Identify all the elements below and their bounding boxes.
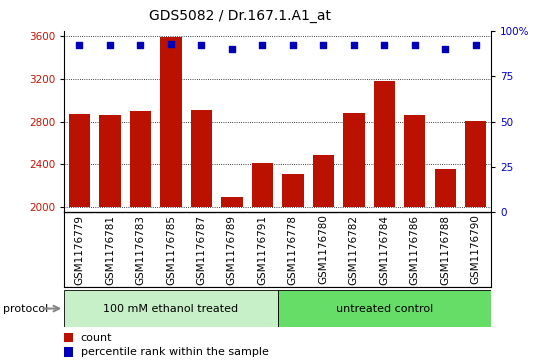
Bar xyxy=(252,163,273,207)
Text: GSM1176784: GSM1176784 xyxy=(379,215,389,285)
Text: untreated control: untreated control xyxy=(336,303,433,314)
Text: GDS5082 / Dr.167.1.A1_at: GDS5082 / Dr.167.1.A1_at xyxy=(149,9,331,23)
Bar xyxy=(160,37,181,207)
Bar xyxy=(99,115,121,207)
Bar xyxy=(343,113,364,207)
Bar xyxy=(435,168,456,207)
Point xyxy=(288,42,297,48)
Bar xyxy=(282,174,304,207)
Bar xyxy=(374,81,395,207)
Point xyxy=(380,42,389,48)
Point xyxy=(441,46,450,52)
Text: protocol: protocol xyxy=(3,303,48,314)
Point xyxy=(258,42,267,48)
Text: GSM1176779: GSM1176779 xyxy=(74,215,84,285)
Text: 100 mM ethanol treated: 100 mM ethanol treated xyxy=(103,303,238,314)
Bar xyxy=(404,115,426,207)
Point xyxy=(166,41,175,46)
Bar xyxy=(69,114,90,207)
Bar xyxy=(64,347,73,357)
Bar xyxy=(129,111,151,207)
Text: GSM1176785: GSM1176785 xyxy=(166,215,176,285)
Point xyxy=(319,42,328,48)
Bar xyxy=(221,197,243,207)
Text: GSM1176781: GSM1176781 xyxy=(105,215,115,285)
Text: GSM1176786: GSM1176786 xyxy=(410,215,420,285)
FancyBboxPatch shape xyxy=(277,290,491,327)
Point xyxy=(105,42,114,48)
FancyBboxPatch shape xyxy=(64,290,277,327)
Bar xyxy=(465,121,487,207)
Text: GSM1176791: GSM1176791 xyxy=(257,215,267,285)
Point xyxy=(228,46,237,52)
Bar xyxy=(64,333,73,342)
Text: GSM1176780: GSM1176780 xyxy=(319,215,328,285)
Text: percentile rank within the sample: percentile rank within the sample xyxy=(80,347,268,357)
Point xyxy=(75,42,84,48)
Point xyxy=(136,42,145,48)
Bar xyxy=(191,110,212,207)
Point xyxy=(410,42,419,48)
Text: count: count xyxy=(80,333,112,343)
Text: GSM1176790: GSM1176790 xyxy=(471,215,481,285)
Point xyxy=(197,42,206,48)
Text: GSM1176789: GSM1176789 xyxy=(227,215,237,285)
Text: GSM1176778: GSM1176778 xyxy=(288,215,298,285)
Text: GSM1176783: GSM1176783 xyxy=(136,215,146,285)
Text: GSM1176788: GSM1176788 xyxy=(440,215,450,285)
Text: GSM1176787: GSM1176787 xyxy=(196,215,206,285)
Point xyxy=(472,42,480,48)
Text: GSM1176782: GSM1176782 xyxy=(349,215,359,285)
Bar xyxy=(312,155,334,207)
Point xyxy=(349,42,358,48)
